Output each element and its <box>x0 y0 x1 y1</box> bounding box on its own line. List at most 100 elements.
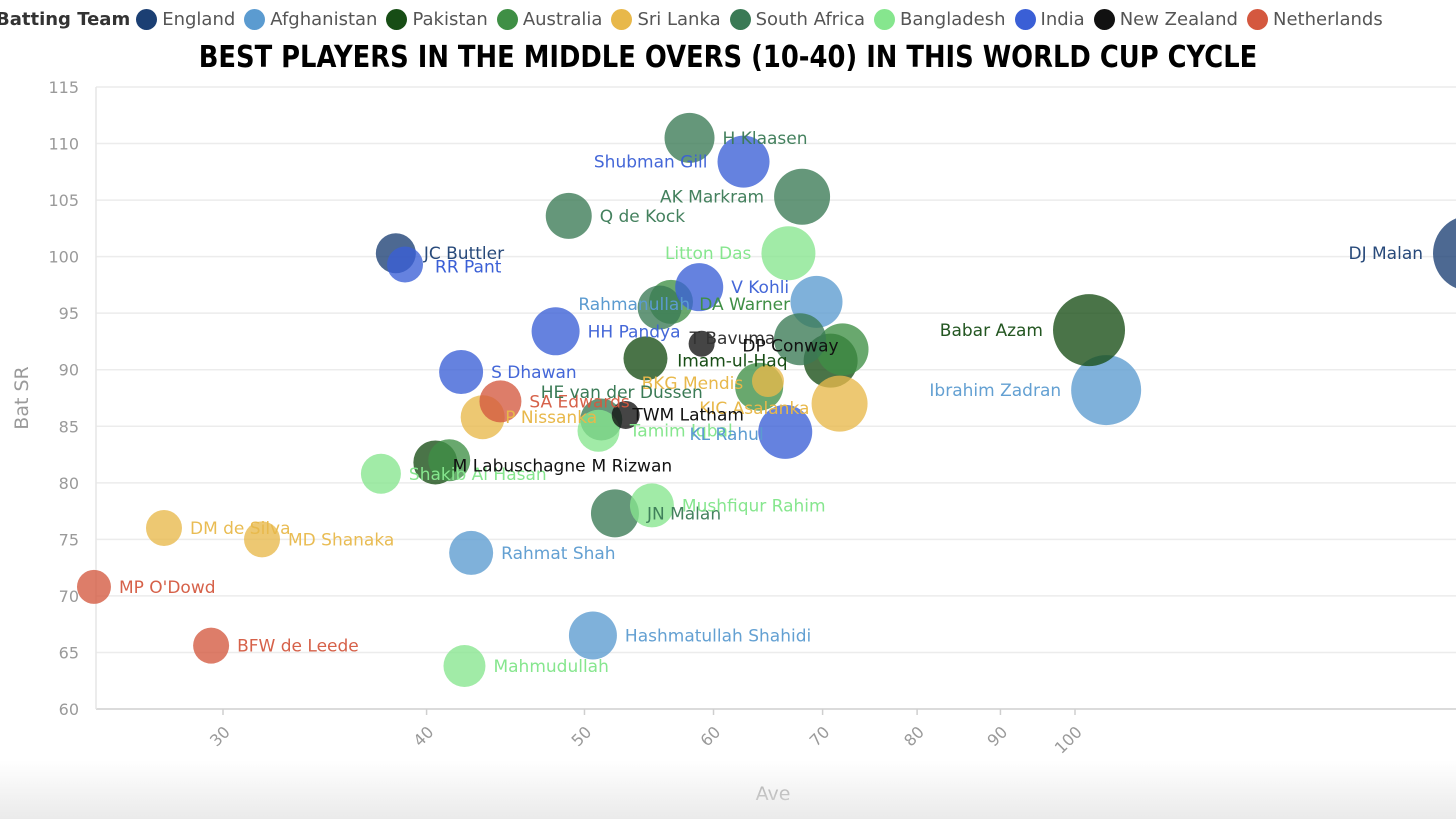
legend-swatch <box>244 8 266 30</box>
data-point <box>773 313 826 366</box>
data-point <box>443 645 486 688</box>
point-label: DP Conway <box>742 337 838 357</box>
y-tick-label: 60 <box>59 700 79 719</box>
point-label: Rahmanullah <box>578 295 690 315</box>
point-label: Hashmatullah Shahidi <box>625 626 811 646</box>
data-point <box>577 409 620 452</box>
data-point <box>360 453 401 494</box>
data-point <box>1053 294 1126 367</box>
x-tick-label: 90 <box>983 722 1011 750</box>
y-tick-label: 65 <box>59 643 79 662</box>
legend-swatch <box>386 8 408 30</box>
legend-item: Netherlands <box>1247 8 1383 30</box>
legend-label: Pakistan <box>412 8 488 30</box>
legend-label: New Zealand <box>1119 8 1238 30</box>
point-label: Litton Das <box>665 244 752 264</box>
legend-swatch <box>729 8 751 30</box>
data-point <box>761 226 816 281</box>
chart-legend: Batting Team England Afghanistan Pakistan Au… <box>0 4 1456 34</box>
legend-item: India <box>1014 8 1085 30</box>
x-tick-label: 100 <box>1051 722 1086 757</box>
y-axis: 60 65 70 75 80 85 90 95 100 105 110 115 <box>48 78 79 719</box>
point-label: Ibrahim Zadran <box>929 381 1061 401</box>
legend-item: South Africa <box>729 8 865 30</box>
data-point <box>145 510 182 547</box>
data-point <box>811 375 868 432</box>
legend-item: New Zealand <box>1093 8 1238 30</box>
point-label: DM de Silva <box>190 519 291 539</box>
point-label: KL Rahul <box>690 425 764 445</box>
legend-item: Bangladesh <box>873 8 1006 30</box>
point-label: V Kohli <box>731 278 789 298</box>
legend-swatch <box>1014 8 1036 30</box>
legend-label: England <box>162 8 236 30</box>
data-point <box>590 489 639 538</box>
y-tick-label: 80 <box>59 474 79 493</box>
x-tick-label: 80 <box>900 722 928 750</box>
legend-item: Australia <box>496 8 603 30</box>
point-label: Shubman Gill <box>594 153 708 173</box>
y-tick-label: 110 <box>48 135 79 154</box>
legend-swatch <box>1093 8 1115 30</box>
data-point <box>623 336 668 381</box>
point-label: M Rizwan <box>592 457 673 477</box>
legend-label: Sri Lanka <box>637 8 721 30</box>
legend-label: Netherlands <box>1273 8 1383 30</box>
point-label: MP O'Dowd <box>119 578 216 598</box>
x-tick-label: 60 <box>697 722 725 750</box>
y-tick-label: 100 <box>48 248 79 267</box>
point-label: Babar Azam <box>940 321 1043 341</box>
data-point <box>1071 355 1142 426</box>
y-tick-label: 70 <box>59 587 79 606</box>
point-label: T Bavuma <box>689 329 776 349</box>
y-tick-label: 105 <box>48 191 79 210</box>
y-tick-label: 75 <box>59 530 79 549</box>
legend-item: Afghanistan <box>244 8 377 30</box>
point-label: SA Edwards <box>529 392 629 412</box>
data-point <box>479 380 522 423</box>
point-label: Mahmudullah <box>493 657 608 677</box>
point-label: HH Pandya <box>588 322 681 342</box>
point-label: M Labuschagne <box>453 457 586 477</box>
data-points <box>76 112 1456 688</box>
point-label: Tamim Iqbal <box>629 422 733 442</box>
legend-swatch <box>496 8 518 30</box>
data-point <box>568 611 617 660</box>
legend-item: Pakistan <box>386 8 488 30</box>
point-label: JC Buttler <box>423 244 504 264</box>
point-label: Rahmat Shah <box>501 544 615 564</box>
data-point <box>611 400 640 429</box>
data-point <box>439 349 484 394</box>
data-point <box>664 112 715 163</box>
chart-title: BEST PLAYERS IN THE MIDDLE OVERS (10-40)… <box>198 40 1258 75</box>
point-label: H Klaasen <box>723 129 808 149</box>
point-label: Mushfiqur Rahim <box>682 496 826 516</box>
y-tick-label: 85 <box>59 417 79 436</box>
data-point <box>637 285 682 330</box>
point-label: KIC Asalanka <box>699 399 809 419</box>
legend-swatch <box>873 8 895 30</box>
x-axis: 30 40 50 60 70 80 90 100 <box>206 709 1086 757</box>
data-point <box>449 530 494 575</box>
point-label: DA Warner <box>699 295 790 315</box>
legend-swatch <box>1247 8 1268 30</box>
legend-item: England <box>136 8 236 30</box>
legend-label: Bangladesh <box>899 8 1006 30</box>
point-label: HE van der Dussen <box>541 383 703 403</box>
data-point <box>387 246 424 283</box>
y-axis-title: Bat SR <box>11 366 33 429</box>
legend-label: South Africa <box>755 8 865 30</box>
data-point <box>688 330 715 357</box>
data-point <box>244 521 281 558</box>
y-tick-label: 95 <box>59 304 79 323</box>
point-label: S Dhawan <box>491 363 577 383</box>
legend-label: Australia <box>522 8 603 30</box>
y-tick-label: 115 <box>48 78 79 97</box>
data-point <box>717 135 770 188</box>
data-point <box>76 569 111 604</box>
x-tick-label: 40 <box>410 722 438 750</box>
data-point <box>774 168 831 225</box>
point-label: MD Shanaka <box>288 530 394 550</box>
legend-label: India <box>1040 8 1085 30</box>
